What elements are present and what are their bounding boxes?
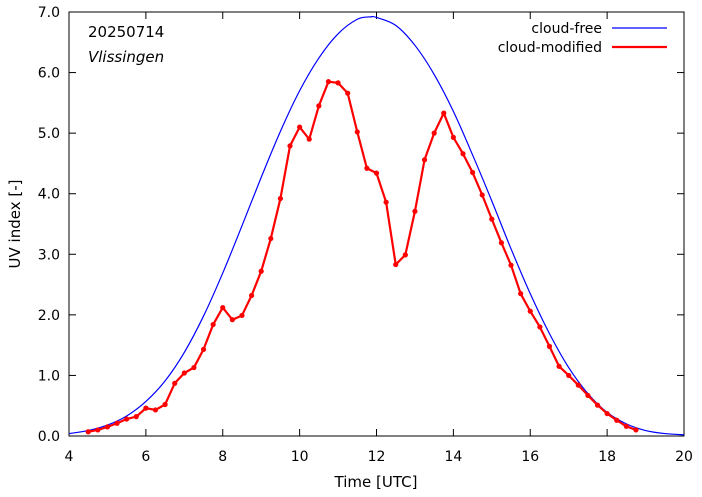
data-point-cloud-modified (162, 401, 168, 408)
data-point-cloud-modified (450, 134, 456, 140)
data-point-cloud-modified (133, 414, 139, 420)
data-point-cloud-modified (239, 312, 245, 319)
data-point-cloud-modified (623, 423, 629, 429)
data-point-cloud-modified (469, 169, 476, 176)
data-point-cloud-modified (633, 427, 639, 433)
data-point-cloud-modified (345, 90, 351, 96)
x-tick-label: 8 (218, 449, 227, 465)
data-point-cloud-modified (498, 240, 505, 246)
x-axis-label: Time [UTC] (334, 473, 418, 491)
data-point-cloud-modified (585, 392, 591, 399)
legend: cloud-free cloud-modified (498, 21, 667, 56)
location-annotation: Vlissingen (88, 48, 164, 66)
data-point-cloud-modified (412, 208, 418, 214)
y-tick-label: 0.0 (38, 429, 60, 445)
series-layer (68, 15, 685, 436)
data-point-cloud-modified (566, 372, 572, 379)
data-point-cloud-modified (479, 192, 485, 198)
data-point-cloud-modified (354, 129, 360, 135)
x-tick-label: 14 (444, 449, 462, 465)
y-tick-label: 7.0 (38, 5, 60, 21)
data-point-cloud-modified (191, 364, 197, 371)
data-point-cloud-modified (268, 235, 274, 242)
x-tick-label: 6 (141, 449, 150, 465)
y-tick-label: 5.0 (38, 126, 60, 142)
data-point-cloud-modified (575, 382, 581, 388)
data-point-cloud-modified (402, 252, 408, 258)
x-tick-label: 4 (65, 449, 74, 465)
data-point-cloud-modified (431, 130, 437, 136)
data-point-cloud-modified (556, 363, 562, 369)
data-point-cloud-modified (527, 308, 533, 314)
tick-marks (68, 11, 685, 437)
x-tick-label: 16 (521, 449, 539, 465)
x-tick-label: 18 (598, 449, 616, 465)
data-point-cloud-modified (383, 199, 389, 205)
legend-label-cloud-free: cloud-free (531, 21, 602, 37)
series-line-cloud-free (68, 15, 685, 436)
x-tick-labels: 4 6 8 10 12 14 16 18 20 (65, 449, 693, 465)
data-point-cloud-modified (508, 262, 514, 268)
data-point-cloud-modified (373, 170, 380, 176)
y-tick-labels: 0.0 1.0 2.0 3.0 4.0 5.0 6.0 7.0 (38, 5, 60, 445)
data-point-cloud-modified (421, 157, 428, 163)
data-point-cloud-modified (393, 261, 399, 268)
data-point-cloud-modified (104, 424, 111, 430)
legend-label-cloud-modified: cloud-modified (498, 40, 602, 56)
data-point-cloud-modified (594, 402, 601, 408)
data-point-cloud-modified (316, 103, 322, 109)
data-point-cloud-modified (248, 292, 255, 299)
y-axis-label: UV index [-] (6, 180, 24, 269)
data-point-cloud-modified (489, 216, 495, 222)
x-tick-label: 10 (291, 449, 309, 465)
data-point-cloud-modified (306, 136, 312, 142)
y-tick-label: 2.0 (38, 308, 60, 324)
x-tick-label: 20 (675, 449, 693, 465)
data-point-cloud-modified (364, 165, 370, 171)
data-point-cloud-modified (537, 324, 543, 330)
y-tick-label: 1.0 (38, 368, 60, 384)
data-point-cloud-modified (181, 370, 187, 376)
data-point-cloud-modified (152, 407, 159, 413)
data-point-cloud-modified (441, 110, 447, 116)
data-point-cloud-modified (604, 410, 610, 417)
plot-frame (68, 11, 685, 437)
data-point-cloud-modified (277, 195, 284, 202)
data-point-cloud-modified (172, 380, 178, 386)
y-tick-label: 3.0 (38, 247, 60, 263)
date-annotation: 20250714 (88, 23, 164, 41)
data-point-cloud-modified (85, 429, 91, 435)
data-point-cloud-modified (210, 321, 216, 328)
data-point-cloud-modified (124, 416, 130, 422)
data-point-cloud-modified (460, 151, 466, 157)
data-point-cloud-modified (546, 343, 553, 349)
data-point-cloud-modified (229, 317, 235, 323)
series-line-cloud-modified (88, 80, 637, 433)
y-tick-label: 4.0 (38, 187, 60, 203)
data-point-cloud-modified (614, 417, 620, 423)
data-point-cloud-modified (200, 346, 207, 352)
y-tick-label: 6.0 (38, 66, 60, 82)
x-tick-label: 12 (368, 449, 386, 465)
data-point-cloud-modified (95, 427, 101, 433)
data-point-cloud-modified (143, 405, 149, 411)
data-point-cloud-modified (518, 291, 524, 297)
data-point-cloud-modified (114, 420, 120, 426)
data-point-cloud-modified (220, 304, 226, 311)
data-point-cloud-modified (287, 143, 293, 149)
data-point-cloud-modified (325, 79, 332, 85)
data-point-cloud-modified (258, 268, 264, 274)
data-point-cloud-modified (297, 124, 303, 130)
data-point-cloud-modified (335, 80, 341, 86)
